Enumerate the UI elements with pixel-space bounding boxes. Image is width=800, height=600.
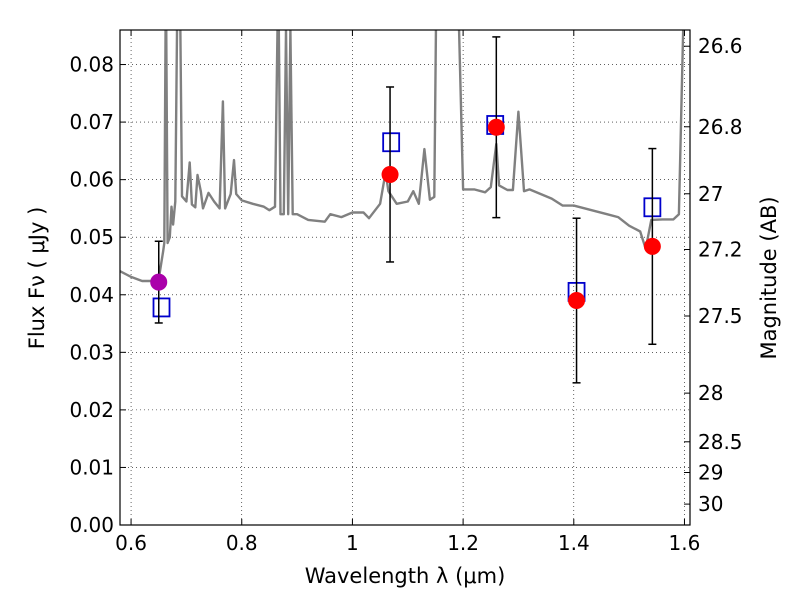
spectrum-line bbox=[120, 30, 685, 283]
y-tick-label: 0.00 bbox=[69, 513, 114, 537]
y-tick-label: 0.04 bbox=[69, 283, 114, 307]
x-tick-label: 1.2 bbox=[447, 531, 479, 555]
y2-axis-title: Magnitude (AB) bbox=[757, 196, 781, 359]
y-tick-label: 0.05 bbox=[69, 225, 114, 249]
model-flux-square bbox=[152, 297, 171, 318]
x-tick-label: 0.8 bbox=[226, 531, 258, 555]
mag-tick-label: 27 bbox=[698, 182, 723, 206]
x-tick-label: 1.4 bbox=[558, 531, 590, 555]
plot-data bbox=[120, 30, 685, 384]
x-axis-title: Wavelength λ (μm) bbox=[305, 564, 506, 588]
y-tick-label: 0.02 bbox=[69, 398, 114, 422]
mag-tick-label: 28.5 bbox=[698, 430, 743, 454]
grid-lines bbox=[120, 30, 690, 526]
mag-tick-label: 27.2 bbox=[698, 237, 743, 261]
y-tick-label: 0.08 bbox=[69, 53, 114, 77]
observed-flux-point bbox=[150, 273, 168, 291]
mag-tick-label: 26.6 bbox=[698, 34, 743, 58]
observed-flux-point bbox=[487, 118, 505, 136]
mag-tick-label: 26.8 bbox=[698, 115, 743, 139]
mag-tick-label: 29 bbox=[698, 461, 723, 485]
observed-flux-point bbox=[381, 165, 399, 183]
model-flux-square bbox=[382, 132, 401, 153]
mag-tick-label: 30 bbox=[698, 492, 723, 516]
mag-tick-label: 27.5 bbox=[698, 304, 743, 328]
y-tick-label: 0.01 bbox=[69, 455, 114, 479]
x-tick-label: 1 bbox=[346, 531, 359, 555]
axis-ticks: 0.6 0.8 1 1.2 1.4 1.6 0.00 0.01 0.02 0.03 0.04 0.05… bbox=[69, 30, 743, 555]
y-tick-label: 0.07 bbox=[69, 110, 114, 134]
y-tick-label: 0.06 bbox=[69, 168, 114, 192]
mag-tick-label: 28 bbox=[698, 381, 723, 405]
observed-flux-point bbox=[643, 237, 661, 255]
plot-frame bbox=[119, 29, 691, 526]
y-axis-title: Flux Fν ( μJy ) bbox=[25, 207, 49, 350]
y-tick-label: 0.03 bbox=[69, 340, 114, 364]
x-tick-label: 0.6 bbox=[115, 531, 147, 555]
x-tick-label: 1.6 bbox=[669, 531, 701, 555]
observed-flux-point bbox=[568, 292, 586, 310]
